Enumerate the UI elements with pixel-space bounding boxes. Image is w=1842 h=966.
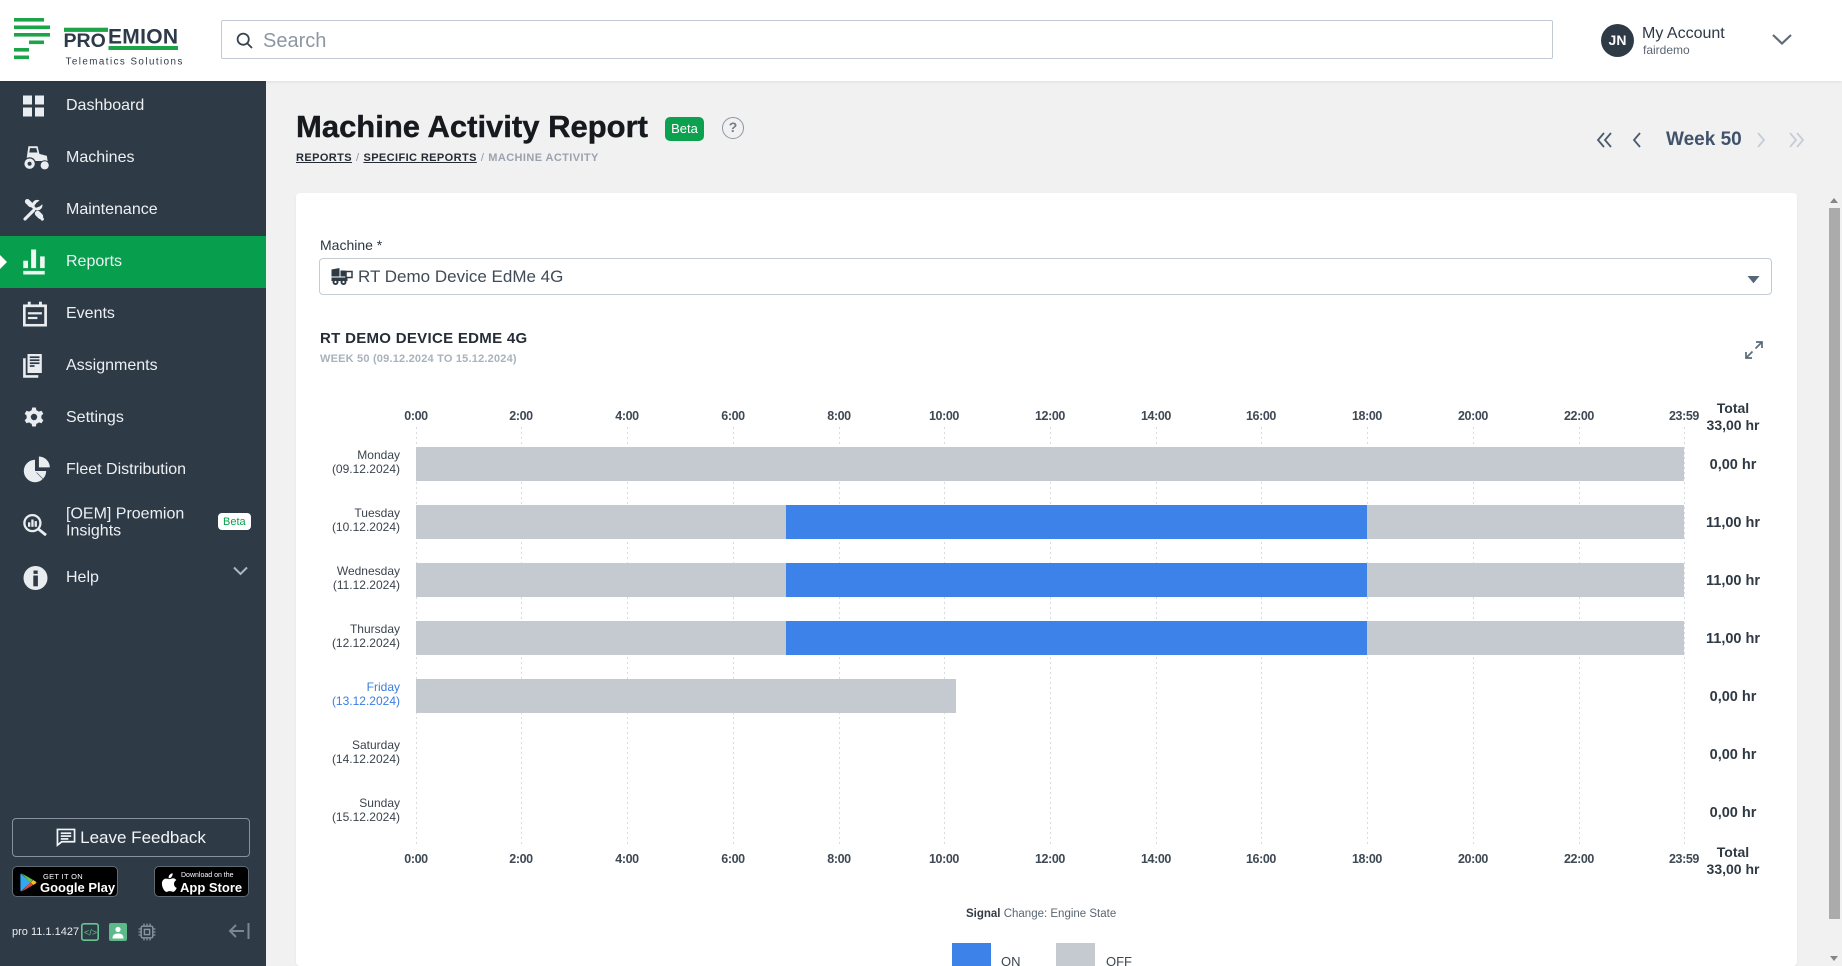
svg-text:</>: </> [84, 928, 97, 938]
svg-text:PRO: PRO [64, 30, 106, 52]
svg-text:Telematics Solutions: Telematics Solutions [66, 57, 184, 68]
svg-text:EMION: EMION [108, 25, 178, 48]
